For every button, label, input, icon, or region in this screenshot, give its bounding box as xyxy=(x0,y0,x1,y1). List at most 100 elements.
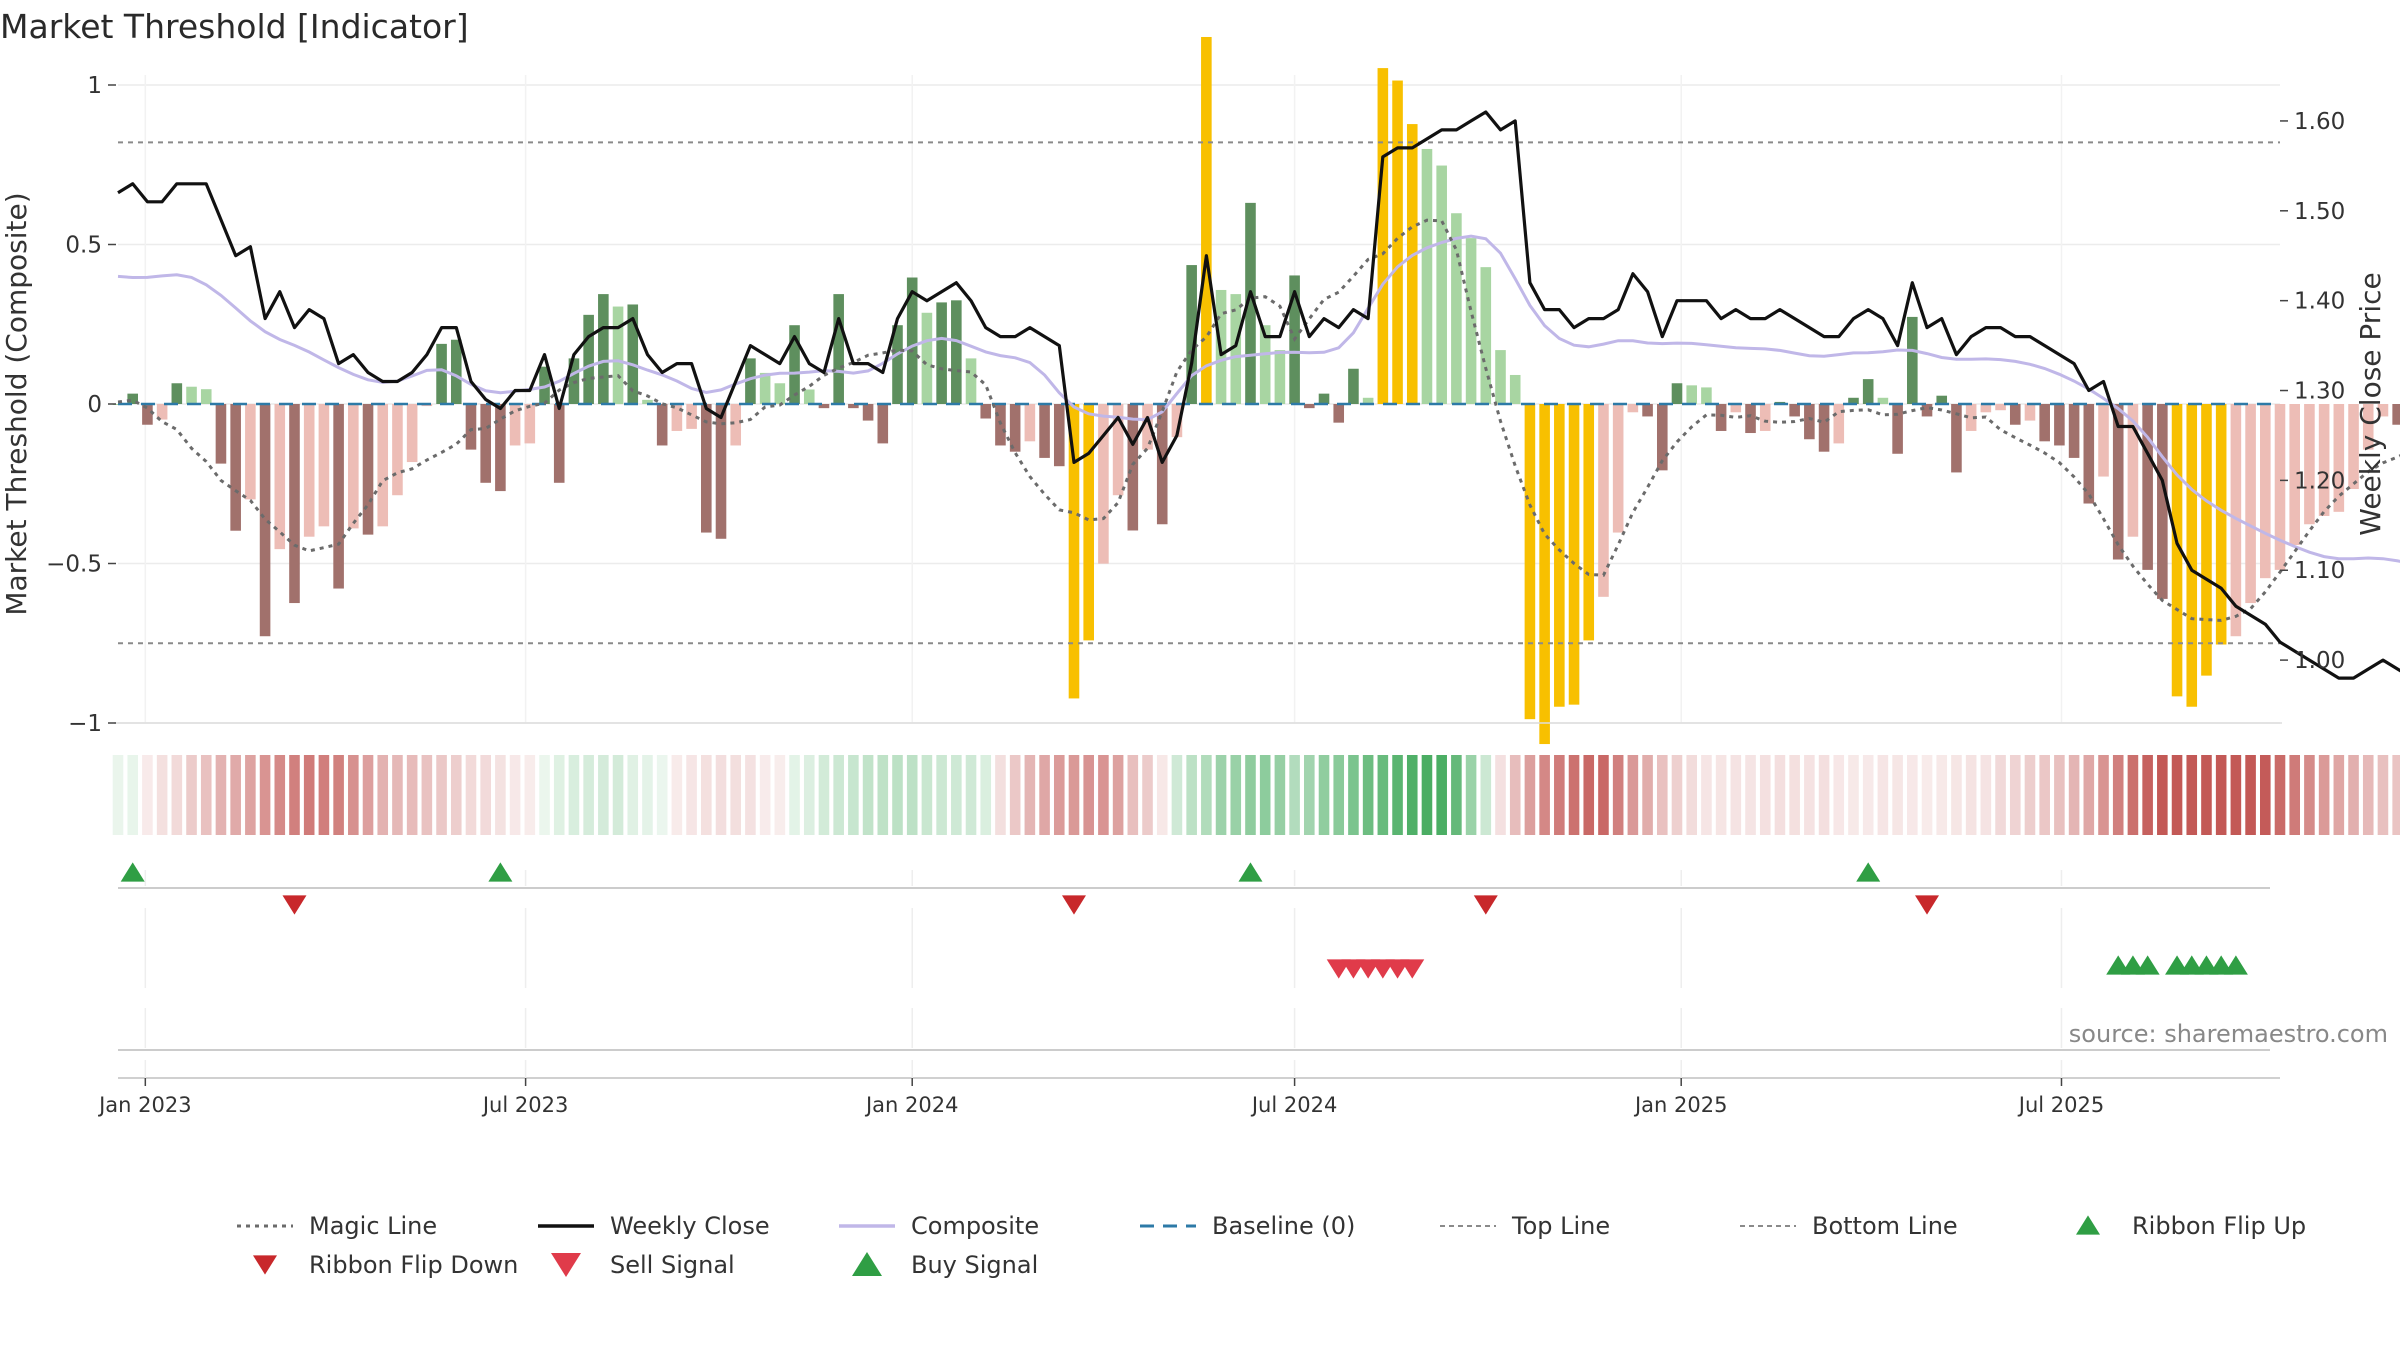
ribbon-cell xyxy=(1068,755,1080,835)
composite-bar xyxy=(2304,404,2315,525)
ribbon-cell xyxy=(274,755,286,835)
composite-bar xyxy=(2142,404,2153,570)
ribbon-cell xyxy=(642,755,653,835)
composite-bar xyxy=(1362,397,1374,404)
ribbon-cell xyxy=(2083,755,2095,835)
ribbon-cell xyxy=(568,755,580,835)
legend-item: Ribbon Flip Up xyxy=(2076,1212,2306,1240)
composite-bar xyxy=(1715,404,1727,431)
composite-bar xyxy=(1833,404,1845,444)
composite-bar xyxy=(2245,404,2256,604)
right-tick-label: 1.10 xyxy=(2294,558,2345,584)
composite-bar xyxy=(1009,404,1021,452)
composite-bar xyxy=(686,404,697,429)
composite-bar xyxy=(671,404,683,431)
composite-bar xyxy=(1304,404,1315,409)
composite-bar xyxy=(348,404,359,529)
composite-bar xyxy=(1877,397,1889,404)
composite-bar xyxy=(2259,404,2271,579)
legend-label: Ribbon Flip Up xyxy=(2132,1212,2306,1240)
composite-bar xyxy=(1936,395,1948,404)
ribbon-cell xyxy=(2142,755,2153,835)
buy-signal-marker xyxy=(2135,955,2160,975)
legend-label: Ribbon Flip Down xyxy=(309,1251,518,1279)
ribbon-cell xyxy=(2333,755,2345,835)
composite-bar xyxy=(1348,368,1359,404)
composite-bar xyxy=(598,294,609,404)
legend-label: Composite xyxy=(911,1212,1039,1240)
ribbon-cell xyxy=(1539,755,1550,835)
x-tick-label: Jul 2023 xyxy=(481,1093,568,1117)
ribbon-cell xyxy=(2171,755,2183,835)
composite-bar xyxy=(745,358,756,404)
composite-bar xyxy=(539,366,550,404)
ribbon-flip-down-marker xyxy=(1061,895,1086,915)
ribbon-cell xyxy=(2318,755,2330,835)
ribbon-cell xyxy=(1171,755,1183,835)
ribbon-cell xyxy=(2157,755,2168,835)
composite-bar xyxy=(2377,404,2389,417)
ribbon-cell xyxy=(1862,755,1874,835)
ribbon-cell xyxy=(2068,755,2080,835)
composite-bar xyxy=(1406,124,1418,404)
ribbon-cell xyxy=(1480,755,1492,835)
legend-item: Top Line xyxy=(1440,1212,1610,1240)
composite-bar xyxy=(215,404,227,464)
ribbon-cell xyxy=(1671,755,1683,835)
left-tick-label: −1 xyxy=(68,711,102,737)
ribbon-cell xyxy=(671,755,683,835)
ribbon-cell xyxy=(200,755,212,835)
ribbon-cell xyxy=(1612,755,1624,835)
ribbon-cell xyxy=(215,755,227,835)
ribbon-cell xyxy=(1995,755,2006,835)
ribbon-flip-up-marker xyxy=(120,862,145,882)
ribbon-cell xyxy=(303,755,315,835)
legend-label: Buy Signal xyxy=(911,1251,1038,1279)
composite-bar xyxy=(1451,213,1462,404)
composite-bar xyxy=(1701,387,1712,404)
composite-bar xyxy=(1245,202,1256,404)
composite-bar xyxy=(495,404,506,492)
ribbon-cell xyxy=(1304,755,1315,835)
composite-bar xyxy=(465,404,477,450)
ribbon-cell xyxy=(333,755,344,835)
composite-bar xyxy=(1907,316,1918,404)
right-tick-label: 1.20 xyxy=(2294,468,2345,494)
ribbon-cell xyxy=(1318,755,1330,835)
ribbon-cell xyxy=(2274,755,2286,835)
ribbon-cell xyxy=(156,755,168,835)
legend-swatch xyxy=(253,1255,277,1275)
composite-bar xyxy=(2024,404,2036,421)
ribbon-cell xyxy=(348,755,359,835)
right-tick-label: 1.50 xyxy=(2294,199,2345,225)
ribbon-cell xyxy=(1245,755,1256,835)
ribbon-flip-down-marker xyxy=(1915,895,1940,915)
composite-bar xyxy=(1480,267,1492,404)
ribbon-cell xyxy=(1701,755,1712,835)
composite-bar xyxy=(2201,404,2212,676)
source-label: source: sharemaestro.com xyxy=(2069,1020,2388,1048)
composite-bar xyxy=(1112,404,1124,496)
buy-signal-marker xyxy=(2223,955,2248,975)
composite-bar xyxy=(1789,404,1800,417)
composite-bar xyxy=(1818,404,1830,452)
composite-bar xyxy=(1201,36,1212,404)
ribbon-cell xyxy=(1509,755,1521,835)
ribbon-cell xyxy=(1774,755,1786,835)
composite-bar xyxy=(1980,404,1992,413)
weekly-close-line xyxy=(117,110,2400,680)
composite-bar xyxy=(730,404,742,446)
ribbon-cell xyxy=(1406,755,1418,835)
ribbon-cell xyxy=(2392,755,2400,835)
legend-item: Composite xyxy=(839,1212,1039,1240)
sell-signal-marker xyxy=(1400,959,1425,979)
composite-bar xyxy=(1421,148,1433,404)
composite-bar xyxy=(1524,404,1536,720)
composite-bar xyxy=(1274,350,1286,404)
composite-bar xyxy=(1656,404,1668,471)
ribbon-cell xyxy=(2304,755,2315,835)
ribbon-cell xyxy=(1053,755,1065,835)
composite-bar xyxy=(1862,379,1874,404)
ribbon-cell xyxy=(627,755,639,835)
